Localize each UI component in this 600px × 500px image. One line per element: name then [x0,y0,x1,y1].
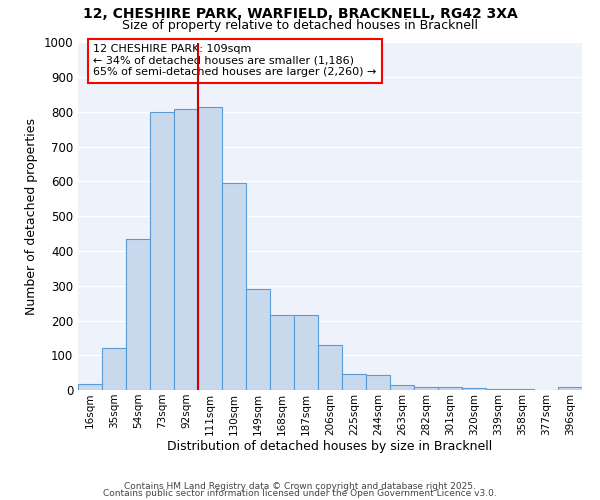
Bar [198,107,222,390]
Text: 12, CHESHIRE PARK, WARFIELD, BRACKNELL, RG42 3XA: 12, CHESHIRE PARK, WARFIELD, BRACKNELL, … [83,8,517,22]
Bar [150,112,174,390]
Text: 12 CHESHIRE PARK: 109sqm
← 34% of detached houses are smaller (1,186)
65% of sem: 12 CHESHIRE PARK: 109sqm ← 34% of detach… [93,44,376,78]
Bar [558,387,582,390]
Bar [102,348,126,390]
Bar [342,374,366,390]
Bar [438,387,462,390]
Y-axis label: Number of detached properties: Number of detached properties [25,118,38,315]
Text: Contains public sector information licensed under the Open Government Licence v3: Contains public sector information licen… [103,489,497,498]
Bar [414,386,438,390]
Bar [174,108,198,390]
Bar [366,376,390,390]
Bar [78,384,102,390]
Bar [462,388,486,390]
Text: Size of property relative to detached houses in Bracknell: Size of property relative to detached ho… [122,19,478,32]
Bar [318,345,342,390]
Bar [270,316,294,390]
Bar [390,385,414,390]
Text: Contains HM Land Registry data © Crown copyright and database right 2025.: Contains HM Land Registry data © Crown c… [124,482,476,491]
Bar [246,289,270,390]
Bar [486,389,510,390]
Bar [294,316,318,390]
Bar [222,183,246,390]
Bar [126,239,150,390]
X-axis label: Distribution of detached houses by size in Bracknell: Distribution of detached houses by size … [167,440,493,454]
